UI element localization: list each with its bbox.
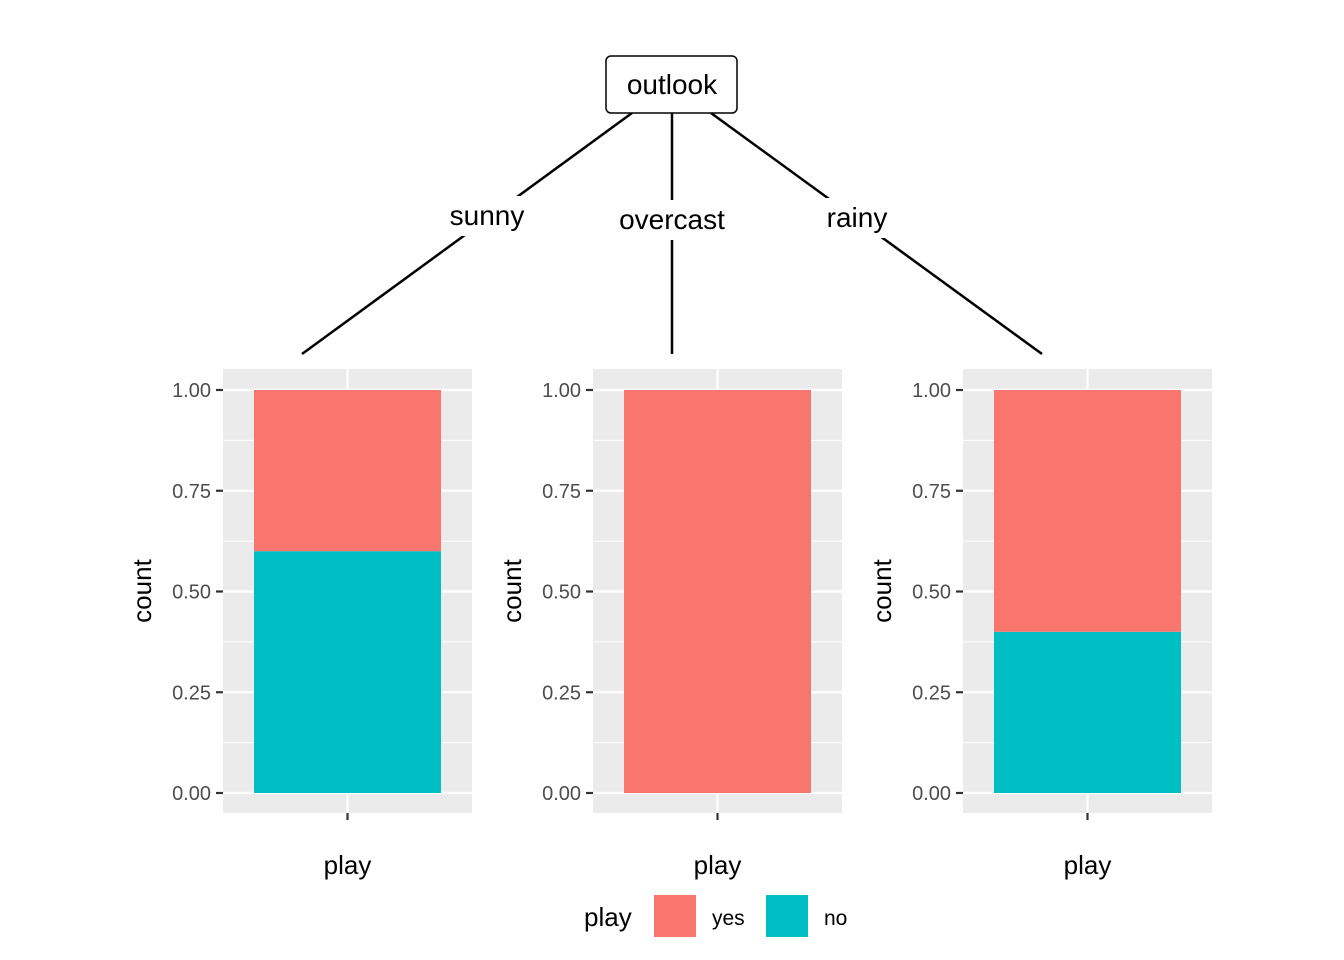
edge-label-bg-overcast: [610, 200, 734, 240]
y-tick-label: 0.75: [542, 481, 581, 503]
y-tick-label: 0.25: [912, 682, 951, 704]
edge-label-bg-sunny: [440, 196, 534, 236]
x-axis-title: play: [1064, 850, 1112, 880]
x-axis-title: play: [694, 850, 742, 880]
root-node-box: [605, 55, 738, 114]
edge-label-rainy: rainy: [827, 202, 888, 233]
legend-key-yes: [654, 895, 696, 937]
bar-segment-yes: [624, 390, 811, 793]
y-tick-label: 0.75: [172, 481, 211, 503]
y-tick-label: 0.50: [912, 582, 951, 604]
legend: play yes no: [584, 895, 847, 937]
bar-segment-yes: [994, 390, 1181, 632]
y-tick-label: 0.25: [172, 682, 211, 704]
root-node-label: outlook: [627, 69, 718, 100]
y-tick-label: 0.50: [172, 582, 211, 604]
legend-key-no: [766, 895, 808, 937]
edge-label-bg-rainy: [818, 198, 896, 238]
legend-label-no: no: [824, 907, 847, 930]
root-node: outlook: [605, 55, 738, 114]
y-axis-title: count: [497, 558, 527, 622]
y-tick-label: 0.00: [542, 783, 581, 805]
bar-segment-no: [254, 551, 441, 793]
y-axis-title: count: [127, 558, 157, 622]
bar-segment-yes: [254, 390, 441, 552]
bar-segment-no: [994, 631, 1181, 793]
y-tick-label: 0.50: [542, 582, 581, 604]
edge-label-overcast: overcast: [619, 204, 725, 235]
y-axis-title: count: [867, 558, 897, 622]
y-tick-label: 1.00: [172, 380, 211, 402]
legend-label-yes: yes: [712, 907, 745, 930]
y-tick-label: 0.00: [172, 783, 211, 805]
y-tick-label: 0.25: [542, 682, 581, 704]
y-tick-label: 1.00: [542, 380, 581, 402]
panels: 0.00 0.25 0.50 0.75 1.00 play count 0.00 0.25 0.5…: [127, 369, 1212, 880]
legend-title: play: [584, 902, 632, 932]
panel-sunny: 0.00 0.25 0.50 0.75 1.00 play count: [127, 369, 472, 880]
edge-labels: sunny overcast rainy: [440, 196, 896, 240]
x-axis-title: play: [324, 850, 372, 880]
panel-rainy: 0.00 0.25 0.50 0.75 1.00 play count: [867, 369, 1212, 880]
y-tick-label: 1.00: [912, 380, 951, 402]
y-tick-label: 0.75: [912, 481, 951, 503]
panel-overcast: 0.00 0.25 0.50 0.75 1.00 play count: [497, 369, 842, 880]
edge-label-sunny: sunny: [450, 200, 525, 231]
y-tick-label: 0.00: [912, 783, 951, 805]
